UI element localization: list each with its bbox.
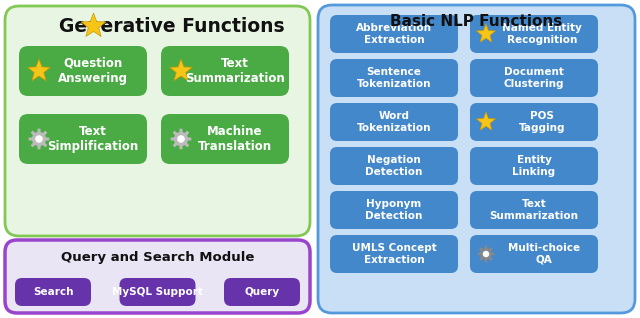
Text: Hyponym
Detection: Hyponym Detection: [365, 199, 422, 221]
Text: Query: Query: [244, 287, 280, 297]
FancyBboxPatch shape: [318, 5, 635, 313]
FancyBboxPatch shape: [161, 46, 289, 96]
FancyBboxPatch shape: [224, 278, 300, 306]
FancyBboxPatch shape: [470, 235, 598, 273]
FancyBboxPatch shape: [330, 59, 458, 97]
Circle shape: [36, 136, 42, 142]
Text: Entity
Linking: Entity Linking: [513, 155, 556, 177]
Text: MySQL Support: MySQL Support: [112, 287, 203, 297]
FancyBboxPatch shape: [330, 103, 458, 141]
FancyBboxPatch shape: [330, 15, 458, 53]
Text: Basic NLP Functions: Basic NLP Functions: [390, 15, 563, 30]
FancyBboxPatch shape: [5, 240, 310, 313]
Text: Sentence
Tokenization: Sentence Tokenization: [356, 67, 431, 89]
Text: Multi-choice
QA: Multi-choice QA: [508, 243, 580, 265]
FancyBboxPatch shape: [5, 6, 310, 236]
FancyBboxPatch shape: [120, 278, 195, 306]
Polygon shape: [28, 59, 51, 81]
FancyBboxPatch shape: [19, 46, 147, 96]
Text: Named Entity
Recognition: Named Entity Recognition: [502, 23, 582, 45]
Polygon shape: [170, 59, 193, 81]
FancyBboxPatch shape: [470, 103, 598, 141]
FancyBboxPatch shape: [19, 114, 147, 164]
Text: Text
Simplification: Text Simplification: [47, 125, 139, 153]
Polygon shape: [477, 112, 495, 130]
FancyBboxPatch shape: [161, 114, 289, 164]
FancyBboxPatch shape: [330, 147, 458, 185]
FancyBboxPatch shape: [470, 59, 598, 97]
Text: Generative Functions: Generative Functions: [59, 17, 284, 36]
Text: Question
Answering: Question Answering: [58, 57, 128, 85]
Polygon shape: [81, 13, 106, 37]
Text: Word
Tokenization: Word Tokenization: [356, 111, 431, 133]
Circle shape: [178, 136, 184, 142]
Text: Query and Search Module: Query and Search Module: [61, 252, 254, 265]
Text: Text
Summarization: Text Summarization: [185, 57, 285, 85]
Circle shape: [483, 252, 488, 257]
Polygon shape: [477, 245, 495, 262]
FancyBboxPatch shape: [470, 147, 598, 185]
Text: POS
Tagging: POS Tagging: [519, 111, 565, 133]
Text: Abbreviation
Extraction: Abbreviation Extraction: [356, 23, 432, 45]
Text: Negation
Detection: Negation Detection: [365, 155, 422, 177]
Text: UMLS Concept
Extraction: UMLS Concept Extraction: [351, 243, 436, 265]
Polygon shape: [171, 129, 191, 149]
FancyBboxPatch shape: [470, 191, 598, 229]
Text: Text
Summarization: Text Summarization: [490, 199, 579, 221]
FancyBboxPatch shape: [470, 15, 598, 53]
FancyBboxPatch shape: [15, 278, 91, 306]
Text: Machine
Translation: Machine Translation: [198, 125, 272, 153]
Polygon shape: [477, 24, 495, 42]
Polygon shape: [29, 129, 49, 149]
FancyBboxPatch shape: [330, 235, 458, 273]
Text: Document
Clustering: Document Clustering: [504, 67, 564, 89]
Text: Search: Search: [33, 287, 73, 297]
FancyBboxPatch shape: [330, 191, 458, 229]
